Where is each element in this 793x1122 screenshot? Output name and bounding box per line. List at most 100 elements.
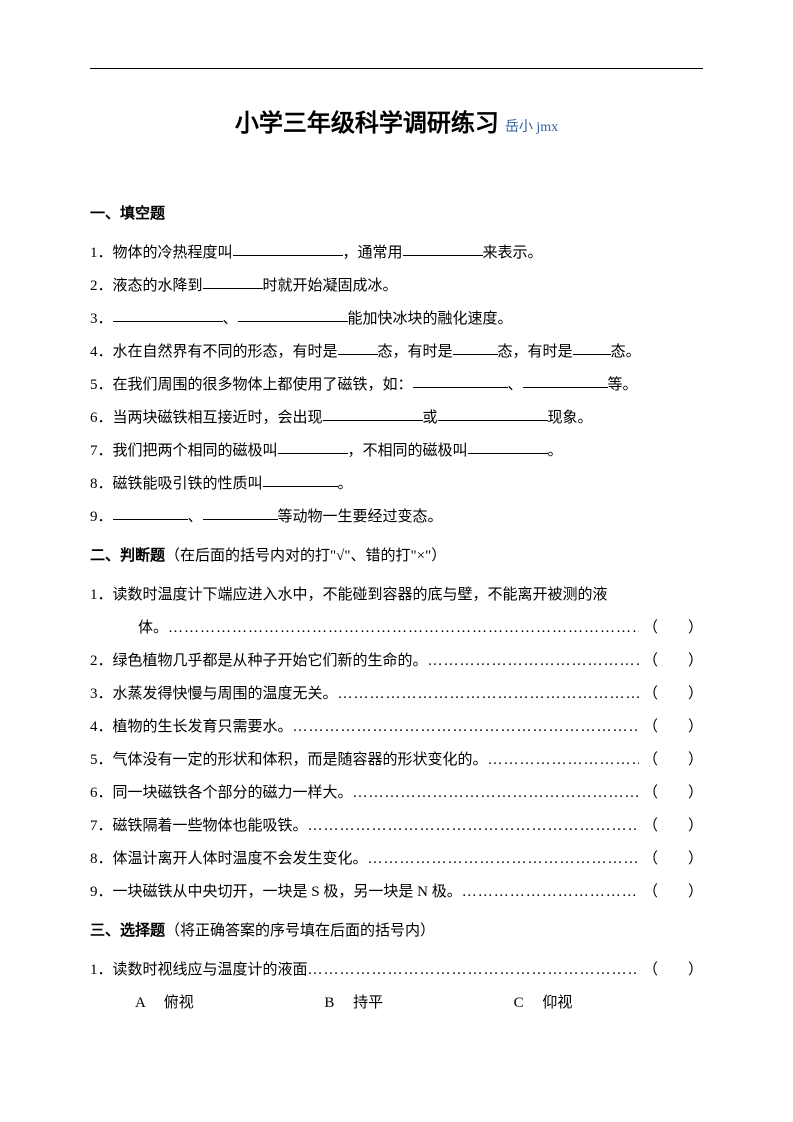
item-number: 4． bbox=[90, 711, 113, 744]
item-text: 来表示。 bbox=[483, 245, 543, 261]
judge-text: 气体没有一定的形状和体积，而是随容器的形状变化的。 bbox=[113, 744, 488, 777]
item-text: ，不相同的磁极叫 bbox=[348, 443, 468, 459]
leader-dots: ………………………………………………………………………………………………………… bbox=[308, 810, 639, 843]
blank-field[interactable] bbox=[523, 373, 608, 388]
item-number: 6． bbox=[90, 777, 113, 810]
section-2-heading-text: 二、判断题 bbox=[90, 548, 165, 564]
item-text: 。 bbox=[548, 443, 563, 459]
item-text: 态。 bbox=[611, 344, 641, 360]
item-text: 、 bbox=[188, 509, 203, 525]
judge-item: 5．气体没有一定的形状和体积，而是随容器的形状变化的。…………………………………… bbox=[90, 744, 703, 777]
blank-field[interactable] bbox=[203, 274, 263, 289]
judge-text: 同一块磁铁各个部分的磁力一样大。 bbox=[113, 777, 353, 810]
item-number: 2． bbox=[90, 278, 113, 294]
section-1-body: 1．物体的冷热程度叫，通常用来表示。2．液态的水降到时就开始凝固成冰。3．、能加… bbox=[90, 237, 703, 534]
judge-text: 体温计离开人体时温度不会发生变化。 bbox=[113, 843, 368, 876]
item-text: 能加快冰块的融化速度。 bbox=[348, 311, 513, 327]
item-number: 3． bbox=[90, 311, 113, 327]
title-block: 小学三年级科学调研练习 岳小 jmx bbox=[90, 103, 703, 138]
item-number: 8． bbox=[90, 476, 113, 492]
blank-field[interactable] bbox=[438, 406, 548, 421]
item-text: 等动物一生要经过变态。 bbox=[278, 509, 443, 525]
section-3-heading: 三、选择题（将正确答案的序号填在后面的括号内） bbox=[90, 915, 703, 948]
item-text: 等。 bbox=[608, 377, 638, 393]
item-number: 8． bbox=[90, 843, 113, 876]
choice-option[interactable]: B 持平 bbox=[324, 987, 513, 1020]
blank-field[interactable] bbox=[203, 505, 278, 520]
leader-dots: ………………………………………………………………………………………………………… bbox=[308, 954, 639, 987]
blank-field[interactable] bbox=[338, 340, 378, 355]
answer-paren[interactable]: （ ） bbox=[639, 711, 703, 744]
section-3-heading-text: 三、选择题 bbox=[90, 923, 165, 939]
section-3-body: 1．读数时视线应与温度计的液面…………………………………………………………………… bbox=[90, 954, 703, 1020]
judge-text: 绿色植物几乎都是从种子开始它们新的生命的。 bbox=[113, 645, 428, 678]
judge-item: 7．磁铁隔着一些物体也能吸铁。…………………………………………………………………… bbox=[90, 810, 703, 843]
item-text: 态，有时是 bbox=[378, 344, 453, 360]
item-text: 水在自然界有不同的形态，有时是 bbox=[113, 344, 338, 360]
section-2-heading: 二、判断题（在后面的括号内对的打"√"、错的打"×"） bbox=[90, 540, 703, 573]
blank-field[interactable] bbox=[113, 307, 223, 322]
item-text: 态，有时是 bbox=[498, 344, 573, 360]
item-text: 、 bbox=[508, 377, 523, 393]
blank-field[interactable] bbox=[263, 472, 338, 487]
choice-options: A 俯视B 持平C 仰视 bbox=[90, 987, 703, 1020]
item-number: 2． bbox=[90, 645, 113, 678]
answer-paren[interactable]: （ ） bbox=[639, 876, 703, 909]
answer-paren[interactable]: （ ） bbox=[639, 954, 703, 987]
blank-field[interactable] bbox=[278, 439, 348, 454]
blank-field[interactable] bbox=[573, 340, 611, 355]
choice-option[interactable]: A 俯视 bbox=[135, 987, 324, 1020]
answer-paren[interactable]: （ ） bbox=[639, 744, 703, 777]
item-text: 现象。 bbox=[548, 410, 593, 426]
section-3-heading-note: （将正确答案的序号填在后面的括号内） bbox=[165, 923, 435, 939]
blank-field[interactable] bbox=[323, 406, 423, 421]
judge-text: 一块磁铁从中央切开，一块是 S 极，另一块是 N 极。 bbox=[113, 876, 462, 909]
blank-field[interactable] bbox=[233, 241, 343, 256]
question-text: 读数时视线应与温度计的液面 bbox=[113, 954, 308, 987]
section-2-body: 1．读数时温度计下端应进入水中，不能碰到容器的底与壁，不能离开被测的液体。 ………… bbox=[90, 579, 703, 909]
blank-field[interactable] bbox=[238, 307, 348, 322]
fill-blank-item: 3．、能加快冰块的融化速度。 bbox=[90, 303, 703, 336]
item-text: 在我们周围的很多物体上都使用了磁铁，如： bbox=[113, 377, 413, 393]
item-text: 液态的水降到 bbox=[113, 278, 203, 294]
leader-dots: ………………………………………………………………………………………………………… bbox=[428, 645, 639, 678]
judge-text: 磁铁隔着一些物体也能吸铁。 bbox=[113, 810, 308, 843]
blank-field[interactable] bbox=[413, 373, 508, 388]
top-rule bbox=[90, 68, 703, 69]
judge-text: 体。 bbox=[138, 612, 168, 645]
judge-text: 水蒸发得快慢与周围的温度无关。 bbox=[113, 678, 338, 711]
answer-paren[interactable]: （ ） bbox=[639, 678, 703, 711]
item-text: 当两块磁铁相互接近时，会出现 bbox=[113, 410, 323, 426]
item-text: 物体的冷热程度叫 bbox=[113, 245, 233, 261]
answer-paren[interactable]: （ ） bbox=[639, 777, 703, 810]
answer-paren[interactable]: （ ） bbox=[639, 645, 703, 678]
section-2-heading-note: （在后面的括号内对的打"√"、错的打"×"） bbox=[165, 548, 446, 564]
blank-field[interactable] bbox=[113, 505, 188, 520]
item-number: 7． bbox=[90, 443, 113, 459]
leader-dots: ………………………………………………………………………………………………………… bbox=[368, 843, 639, 876]
judge-item: 2．绿色植物几乎都是从种子开始它们新的生命的。……………………………………………… bbox=[90, 645, 703, 678]
answer-paren[interactable]: （ ） bbox=[639, 810, 703, 843]
judge-item: 1．读数时温度计下端应进入水中，不能碰到容器的底与壁，不能离开被测的液 bbox=[90, 579, 703, 612]
section-1-heading: 一、填空题 bbox=[90, 198, 703, 231]
fill-blank-item: 9．、等动物一生要经过变态。 bbox=[90, 501, 703, 534]
blank-field[interactable] bbox=[468, 439, 548, 454]
item-number: 1． bbox=[90, 245, 113, 261]
leader-dots: ………………………………………………………………………………………………………… bbox=[338, 678, 639, 711]
answer-paren[interactable]: （ ） bbox=[639, 612, 703, 645]
leader-dots: ………………………………………………………………………………………………………… bbox=[293, 711, 639, 744]
judge-item: 9．一块磁铁从中央切开，一块是 S 极，另一块是 N 极。……………………………… bbox=[90, 876, 703, 909]
judge-item: 6．同一块磁铁各个部分的磁力一样大。…………………………………………………………… bbox=[90, 777, 703, 810]
item-number: 9． bbox=[90, 876, 113, 909]
item-number: 4． bbox=[90, 344, 113, 360]
fill-blank-item: 1．物体的冷热程度叫，通常用来表示。 bbox=[90, 237, 703, 270]
blank-field[interactable] bbox=[453, 340, 498, 355]
choice-option[interactable]: C 仰视 bbox=[514, 987, 703, 1020]
item-text: 时就开始凝固成冰。 bbox=[263, 278, 398, 294]
page-subtitle: 岳小 jmx bbox=[505, 120, 558, 135]
blank-field[interactable] bbox=[403, 241, 483, 256]
item-number: 5． bbox=[90, 744, 113, 777]
judge-text: 植物的生长发育只需要水。 bbox=[113, 711, 293, 744]
item-number: 3． bbox=[90, 678, 113, 711]
answer-paren[interactable]: （ ） bbox=[639, 843, 703, 876]
